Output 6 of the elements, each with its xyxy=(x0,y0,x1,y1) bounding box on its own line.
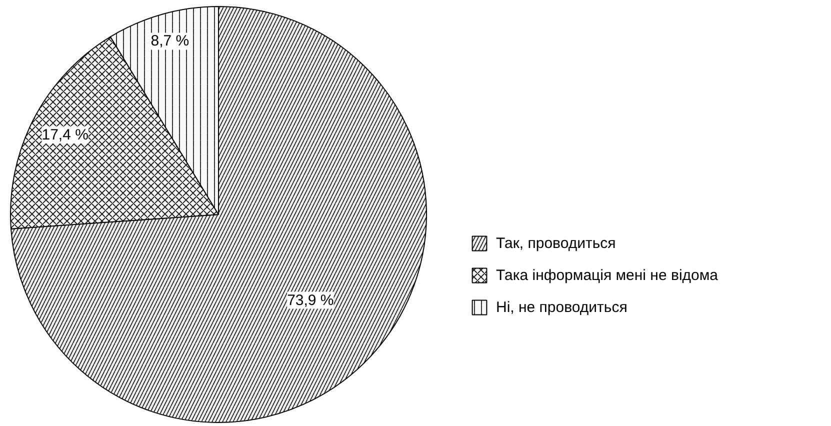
data-label: 8,7 % xyxy=(150,32,190,50)
data-label: 17,4 % xyxy=(42,126,88,144)
data-label: 73,9 % xyxy=(287,292,334,309)
legend-label: Так, проводиться xyxy=(496,234,616,252)
legend-label: Ні, не проводиться xyxy=(496,298,628,316)
legend-label: Така інформація мені не відома xyxy=(496,266,718,284)
